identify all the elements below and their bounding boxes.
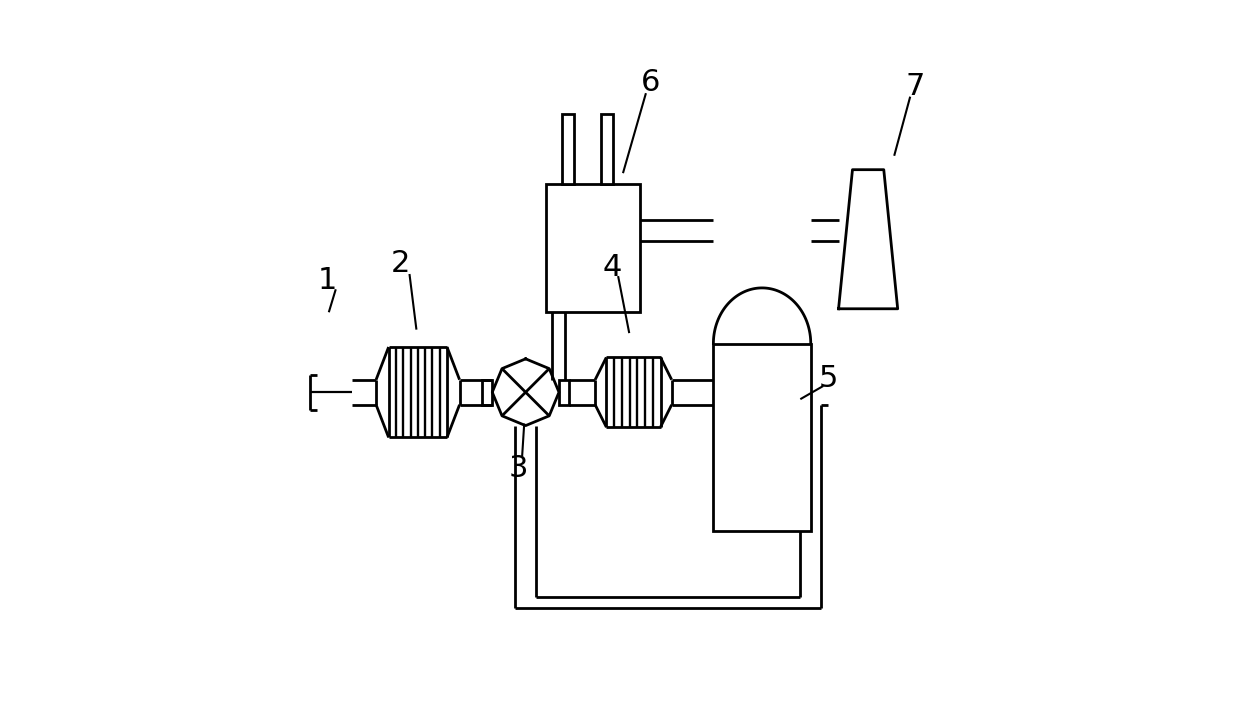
Text: 5: 5: [819, 364, 838, 393]
Text: 7: 7: [906, 72, 924, 101]
Bar: [601, 114, 613, 184]
Text: 3: 3: [509, 454, 528, 483]
Text: 1: 1: [317, 266, 337, 295]
Bar: [561, 114, 575, 184]
Text: 2: 2: [390, 249, 410, 278]
Bar: [482, 380, 492, 404]
Text: 6: 6: [641, 68, 660, 97]
Bar: [546, 184, 641, 312]
Text: 4: 4: [603, 252, 622, 282]
Bar: [714, 343, 810, 531]
Bar: [559, 380, 570, 404]
